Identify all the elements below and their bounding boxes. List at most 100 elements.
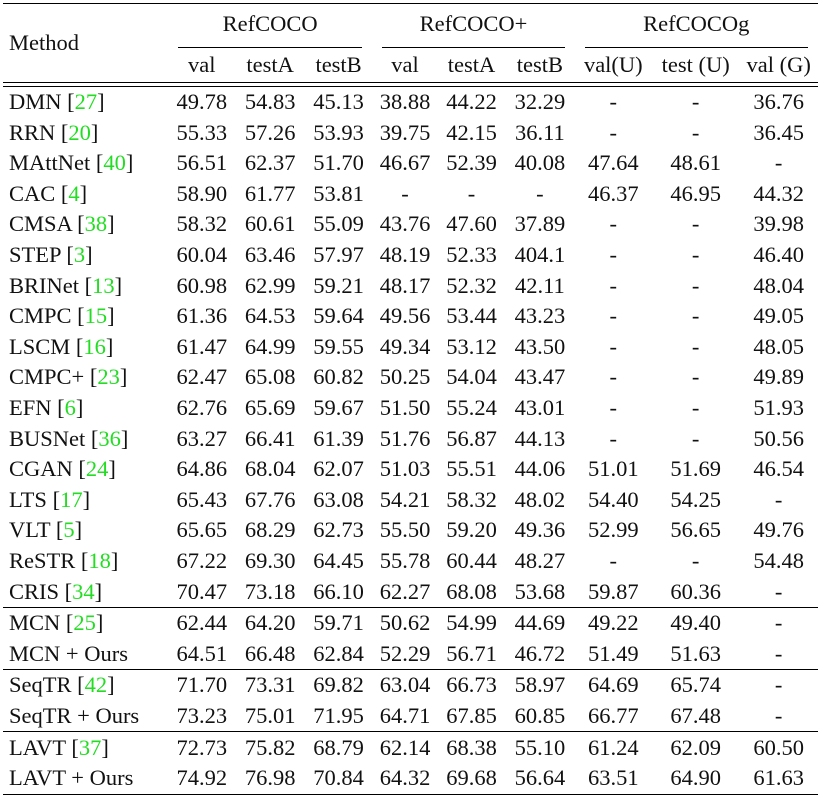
citation-link[interactable]: 25 (73, 610, 96, 636)
citation-link[interactable]: 16 (83, 333, 106, 359)
method-name: CMSA (9, 211, 72, 237)
column-header: testA (246, 52, 294, 77)
value-cell: 53.12 (446, 333, 497, 359)
value-cell: - (609, 119, 618, 145)
value-cell: - (609, 272, 618, 298)
table-row: CAC [4] 58.90 61.77 53.81 - - - 46.37 46.95 44.32 (3, 179, 818, 210)
citation-link[interactable]: 37 (78, 734, 102, 760)
value-cell: 55.24 (446, 394, 497, 420)
table-row: LAVT + Ours 74.92 76.98 70.84 64.32 69.68 56.6… (3, 763, 818, 794)
value-cell: 59.64 (313, 303, 364, 329)
value-cell: 44.22 (446, 89, 497, 115)
value-cell: - (609, 425, 618, 451)
value-cell: 44.06 (514, 456, 566, 482)
citation-link[interactable]: 40 (103, 150, 126, 176)
value-cell: 32.29 (514, 89, 566, 115)
value-cell: 56.71 (446, 640, 497, 666)
method-cell: SeqTR [42] (9, 672, 115, 698)
value-cell: 63.46 (244, 242, 296, 268)
method-cell: STEP [3] (9, 242, 93, 268)
value-cell: - (536, 180, 544, 206)
citation-link[interactable]: 42 (84, 672, 108, 698)
value-cell: 50.25 (379, 364, 431, 390)
table-row: EFN [6] 62.76 65.69 59.67 51.50 55.24 43.01 - - 5… (3, 393, 818, 424)
method-cell: RRN [20] (9, 119, 99, 145)
value-cell: 55.09 (313, 211, 364, 237)
value-cell: 49.40 (670, 610, 721, 636)
value-cell: 55.10 (514, 734, 566, 760)
citation-link[interactable]: 15 (84, 303, 108, 329)
citation-link[interactable]: 34 (72, 578, 95, 604)
citation-link[interactable]: 38 (84, 211, 108, 237)
citation-link[interactable]: 27 (74, 89, 98, 115)
method-cell: CMSA [38] (9, 211, 115, 237)
value-cell: 64.53 (244, 303, 296, 329)
citation-link[interactable]: 13 (92, 272, 115, 298)
table-row: BRINet [13] 60.98 62.99 59.21 48.17 52.32 42.1… (3, 271, 818, 302)
value-cell: 60.50 (753, 734, 804, 760)
method-cell: MCN [25] (9, 610, 104, 636)
value-cell: 74.92 (176, 765, 228, 791)
value-cell: 49.05 (753, 303, 804, 329)
value-cell: 49.56 (379, 303, 431, 329)
column-header: val (G) (746, 52, 811, 77)
value-cell: 62.84 (313, 640, 364, 666)
section-divider (3, 731, 818, 733)
value-cell: 62.27 (379, 578, 431, 604)
value-cell: 75.82 (244, 734, 296, 760)
citation-link[interactable]: 20 (68, 119, 91, 145)
value-cell: - (774, 702, 783, 728)
value-cell: - (467, 180, 476, 206)
value-cell: 52.32 (446, 272, 497, 298)
citation-link[interactable]: 3 (73, 242, 86, 268)
table-row: CGAN [24] 64.86 68.04 62.07 51.03 55.51 44.06 5… (3, 454, 818, 485)
value-cell: - (774, 610, 783, 636)
value-cell: 54.21 (379, 486, 431, 512)
value-cell: - (609, 242, 618, 268)
method-name: CAC (9, 180, 56, 206)
value-cell: - (691, 425, 700, 451)
value-cell: 46.95 (670, 180, 721, 206)
citation-link[interactable]: 6 (64, 394, 76, 420)
value-cell: 36.76 (753, 89, 804, 115)
value-cell: 58.97 (514, 672, 566, 698)
value-cell: 51.63 (670, 640, 721, 666)
table-row: LAVT [37] 72.73 75.82 68.79 62.14 68.38 55.10 6… (3, 732, 818, 763)
value-cell: 49.36 (514, 517, 566, 543)
value-cell: 51.70 (313, 150, 364, 176)
citation-link[interactable]: 36 (98, 425, 121, 451)
value-cell: 64.69 (587, 672, 639, 698)
group-header-refcoco: RefCOCO (222, 11, 318, 36)
method-name: LAVT + Ours (9, 765, 134, 791)
value-cell: 64.86 (176, 456, 228, 482)
value-cell: - (774, 486, 783, 512)
value-cell: 59.20 (446, 517, 497, 543)
method-cell: DMN [27] (9, 89, 105, 115)
value-cell: 48.27 (514, 547, 566, 573)
citation-link[interactable]: 18 (88, 547, 111, 573)
citation-link[interactable]: 4 (68, 180, 80, 206)
value-cell: 54.25 (670, 486, 721, 512)
value-cell: 56.64 (514, 765, 566, 791)
citation-link[interactable]: 17 (60, 486, 83, 512)
value-cell: 51.76 (379, 425, 431, 451)
value-cell: 60.82 (313, 364, 364, 390)
column-header: testA (447, 52, 496, 77)
method-name: RRN (9, 119, 56, 145)
value-cell: 53.44 (446, 303, 497, 329)
value-cell: 58.32 (176, 211, 228, 237)
table-row: ReSTR [18] 67.22 69.30 64.45 55.78 60.44 48.27… (3, 546, 818, 577)
value-cell: 51.49 (587, 640, 639, 666)
citation-link[interactable]: 5 (63, 517, 75, 543)
citation-link[interactable]: 24 (85, 456, 109, 482)
value-cell: 43.76 (379, 211, 431, 237)
value-cell: 62.14 (379, 734, 431, 760)
value-cell: 62.76 (176, 394, 228, 420)
table-row: LTS [17] 65.43 67.76 63.08 54.21 58.32 48.02 54… (3, 485, 818, 516)
method-name: CMPC+ (9, 364, 85, 390)
citation-link[interactable]: 23 (97, 364, 120, 390)
value-cell: 48.61 (670, 150, 721, 176)
value-cell: 63.04 (379, 672, 431, 698)
value-cell: 64.20 (244, 610, 296, 636)
value-cell: 46.67 (379, 150, 431, 176)
